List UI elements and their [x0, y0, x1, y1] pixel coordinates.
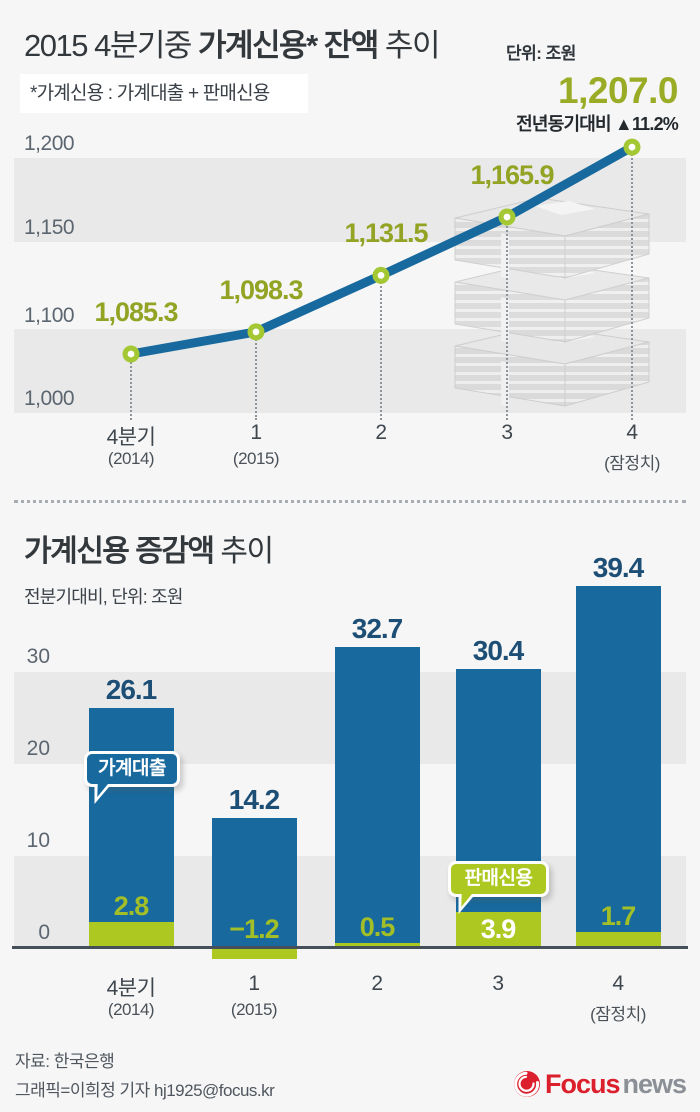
- yoy-annotation: 전년동기대비 ▲11.2%: [516, 114, 679, 134]
- point-value-label: 1,165.9: [470, 160, 554, 190]
- credit-value-label: −1.2: [229, 914, 279, 944]
- focus-news-logo: Focus news: [513, 1068, 687, 1099]
- point-value-label: 1,131.5: [344, 218, 428, 248]
- x-axis-tick-sub: (2015): [230, 1000, 278, 1019]
- bar-total-label: 14.2: [228, 784, 281, 815]
- bar-title-suffix: 추이: [220, 535, 274, 568]
- credit-value-label: 1.7: [600, 901, 637, 931]
- y-axis-tick: 30: [26, 645, 50, 668]
- focus-swirl-icon: [513, 1070, 541, 1098]
- x-axis-tick: 3: [501, 421, 513, 444]
- bar-total-label: 30.4: [472, 635, 525, 666]
- graphic-credit: 그래픽=이희정 기자 hj1925@focus.kr: [15, 1081, 275, 1100]
- bar-chart-title: 가계신용 증감액 추이: [24, 526, 274, 570]
- logo-text-focus: Focus: [544, 1068, 621, 1099]
- title-prefix: 2015 4분기중: [24, 28, 198, 63]
- section-divider: [14, 500, 686, 503]
- x-axis-tick: 4: [626, 421, 638, 444]
- title-suffix: 추이: [384, 28, 441, 63]
- title-strong: 가계신용* 잔액: [198, 28, 385, 63]
- bar-loan-segment: [211, 818, 297, 948]
- y-axis-tick: 0: [38, 921, 50, 944]
- x-axis-tick: 4분기: [106, 977, 156, 1000]
- x-axis-tick: 2: [375, 421, 387, 444]
- bar-chart: 30 20 10 0 26.1 2.8 14.2 −1.2 32.7 0.5 30.4 3.9 39.4…: [0, 520, 700, 1040]
- bar-total-label: 39.4: [592, 552, 645, 583]
- y-axis-tick: 1,000: [24, 387, 75, 410]
- bar-credit-segment: [334, 943, 420, 948]
- credit-callout-label: 판매신용: [464, 868, 533, 889]
- x-axis-tick: 4분기: [106, 426, 156, 449]
- bar-total-label: 32.7: [351, 613, 404, 644]
- x-axis-tick: 1: [248, 972, 260, 995]
- y-axis-tick: 1,200: [24, 132, 75, 155]
- credit-value-label: 2.8: [113, 891, 150, 921]
- dropline: [631, 147, 633, 420]
- credit-value-label: 3.9: [480, 914, 517, 944]
- y-axis-tick: 1,150: [24, 216, 75, 239]
- dropline: [255, 332, 257, 420]
- line-chart: 1,200 1,150 1,100 1,000 1,085.3 1,098.3 1,131.…: [0, 0, 700, 520]
- logo-text-news: news: [622, 1068, 687, 1099]
- x-axis-tick: 3: [492, 972, 504, 995]
- x-axis-tick-sub: (잠정치): [590, 1005, 646, 1024]
- footnote-text: *가계신용 : 가계대출 + 판매신용: [30, 83, 270, 104]
- money-stack-watermark: [443, 196, 691, 418]
- point-value-label: 1,098.3: [219, 275, 303, 305]
- x-axis-tick: 1: [250, 421, 262, 444]
- x-axis-tick-sub: (2014): [107, 1000, 155, 1019]
- bar-loan-segment: [334, 647, 420, 943]
- credit-value-label: 0.5: [359, 912, 396, 942]
- trend-line: [0, 0, 700, 520]
- bar-chart-subtitle: 전분기대비, 단위: 조원: [24, 587, 183, 607]
- bar-credit-segment: [88, 922, 174, 948]
- bar-total-label: 26.1: [105, 674, 158, 705]
- x-axis-tick: 2: [371, 972, 383, 995]
- latest-value: 1,207.0: [558, 70, 678, 111]
- page-title: 2015 4분기중 가계신용* 잔액 추이: [24, 20, 441, 65]
- point-value-label: 1,085.3: [94, 297, 178, 327]
- zero-axis-line: [12, 946, 688, 949]
- bar-loan-segment: [88, 708, 174, 922]
- credit-callout: 판매신용: [448, 861, 549, 914]
- bar-title-strong: 가계신용 증감액: [24, 535, 221, 568]
- y-axis-tick: 1,100: [24, 304, 75, 327]
- x-axis-tick: 4: [612, 972, 624, 995]
- x-axis-tick-sub: (2015): [232, 449, 280, 468]
- bar-loan-segment: [575, 586, 661, 932]
- unit-label: 단위: 조원: [506, 44, 576, 63]
- x-axis-tick-sub: (2014): [107, 449, 155, 468]
- bar-credit-segment: [575, 932, 661, 948]
- footnote-box: *가계신용 : 가계대출 + 판매신용: [20, 74, 308, 113]
- dropline: [130, 354, 132, 420]
- dropline: [506, 217, 508, 420]
- x-axis-tick-sub: (잠정치): [604, 454, 660, 473]
- loan-callout-label: 가계대출: [98, 758, 166, 779]
- y-axis-tick: 10: [26, 829, 50, 852]
- bar-credit-segment: [455, 912, 541, 948]
- data-source: 자료: 한국은행: [15, 1052, 115, 1071]
- bar-credit-segment-negative: [211, 948, 297, 959]
- loan-callout: 가계대출: [84, 751, 180, 804]
- y-axis-tick: 20: [26, 737, 50, 760]
- dropline: [380, 275, 382, 420]
